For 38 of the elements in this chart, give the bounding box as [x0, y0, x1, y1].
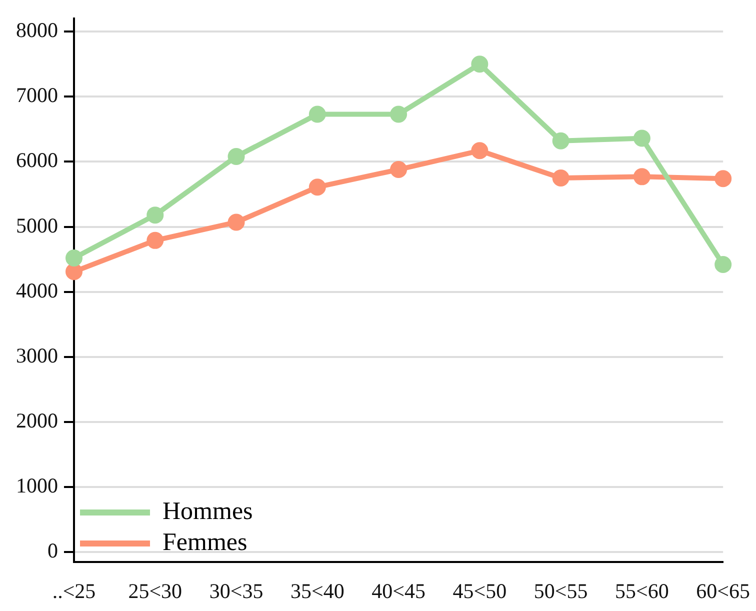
- point: [633, 168, 650, 186]
- point: [714, 170, 732, 188]
- point: [228, 214, 245, 231]
- point: [471, 56, 488, 73]
- point: [552, 132, 570, 150]
- x-tick-label: 55<60: [615, 578, 669, 603]
- x-tick-label: 35<40: [290, 578, 344, 603]
- point: [552, 169, 570, 186]
- point: [228, 148, 245, 166]
- point: [66, 250, 82, 266]
- point: [471, 142, 488, 160]
- x-tick-label: 60<65: [696, 578, 750, 603]
- point: [146, 206, 164, 224]
- x-tick-label: 25<30: [128, 578, 182, 603]
- legend-label: Femmes: [162, 529, 248, 556]
- y-tick-label: 0: [48, 538, 58, 563]
- y-tick-label: 7000: [16, 83, 58, 108]
- x-tick-label: 30<35: [209, 578, 264, 603]
- x-tick-label: 40<45: [372, 578, 426, 603]
- y-tick-label: 5000: [16, 213, 58, 238]
- y-tick-label: 3000: [16, 343, 58, 368]
- y-tick-label: 6000: [16, 148, 58, 172]
- point: [390, 161, 408, 178]
- y-tick-label: 2000: [16, 408, 58, 432]
- point: [390, 106, 408, 123]
- x-tick-label: 45<50: [452, 578, 507, 603]
- x-tick-label: ..<25: [52, 578, 96, 603]
- x-tick-label: 50<55: [534, 578, 588, 603]
- y-tick-label: 1000: [16, 474, 58, 498]
- legend-label: Hommes: [162, 498, 253, 526]
- point: [308, 178, 326, 196]
- point: [66, 263, 82, 280]
- y-tick-label: 8000: [16, 18, 58, 42]
- y-tick-label: 4000: [16, 278, 58, 302]
- point: [633, 130, 650, 147]
- point: [714, 256, 732, 274]
- point: [146, 232, 164, 249]
- point: [308, 106, 326, 123]
